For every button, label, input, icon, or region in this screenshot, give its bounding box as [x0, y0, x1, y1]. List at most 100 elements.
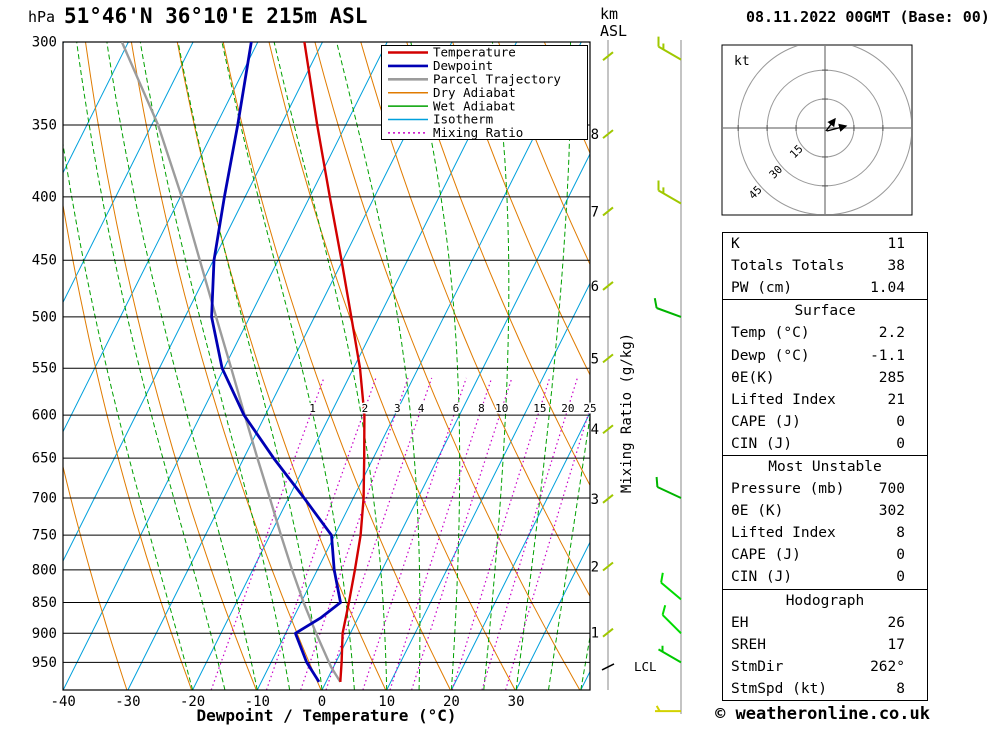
- pressure-tick-label: 700: [32, 491, 57, 507]
- wind-barb: [661, 604, 682, 635]
- stats-label: CIN (J): [731, 569, 793, 586]
- legend-label: Parcel Trajectory: [433, 72, 561, 87]
- pressure-unit-label: hPa: [28, 8, 56, 26]
- km-tick-label: 2: [591, 560, 599, 576]
- wet-adiabat: [76, 42, 226, 690]
- stats-section-header: Most Unstable: [768, 458, 882, 475]
- stats-row: Pressure (mb) 700: [723, 478, 927, 500]
- mixing-ratio-line: [451, 377, 551, 690]
- dry-adiabat: [63, 464, 128, 690]
- isotherm: [192, 42, 518, 690]
- stats-row: CAPE (J) 0: [723, 411, 927, 433]
- km-tick: [602, 627, 614, 638]
- hodograph-unit-label: kt: [734, 54, 750, 69]
- stats-row: CIN (J) 0: [723, 433, 927, 455]
- mixing-ratio-line: [481, 377, 578, 690]
- wind-barb: [655, 705, 681, 713]
- isotherm: [386, 282, 590, 690]
- wet-adiabat: [63, 140, 194, 690]
- isotherm: [63, 42, 259, 433]
- temperature-tick-label: 20: [443, 694, 460, 710]
- legend-label: Wet Adiabat: [433, 98, 516, 113]
- wet-adiabat: [221, 42, 355, 690]
- mixing-ratio-value: 20: [561, 402, 574, 415]
- stats-section-header: Hodograph: [785, 592, 865, 609]
- km-tick-label: 3: [591, 492, 599, 508]
- stats-value: 302: [878, 503, 905, 520]
- km-tick-label: 4: [591, 422, 599, 438]
- km-tick-label: 6: [591, 279, 599, 295]
- pressure-tick-label: 600: [32, 408, 57, 424]
- isotherm: [63, 42, 323, 563]
- stats-row: CAPE (J) 0: [723, 544, 927, 566]
- wind-barb: [653, 298, 682, 318]
- legend-label: Temperature: [433, 45, 516, 60]
- km-tick: [602, 281, 614, 291]
- mixing-ratio-line: [389, 377, 493, 690]
- km-tick: [602, 51, 614, 61]
- stats-row: EH 26: [723, 612, 927, 634]
- parcel-curve: [120, 42, 342, 683]
- km-tick-label: 1: [591, 626, 599, 642]
- stats-row: StmSpd (kt) 8: [723, 678, 927, 700]
- stats-label: SREH: [731, 636, 766, 653]
- wind-barb: [657, 180, 682, 205]
- km-tick: [602, 494, 614, 504]
- stats-label: Dewp (°C): [731, 347, 810, 364]
- stats-label: Totals Totals: [731, 258, 845, 275]
- stats-row: θE(K) 285: [723, 367, 927, 389]
- km-tick: [602, 353, 614, 364]
- stats-label: θE (K): [731, 503, 784, 520]
- stats-label: EH: [731, 614, 749, 631]
- km-tick: [602, 129, 614, 139]
- stats-value: 26: [887, 614, 905, 631]
- dry-adiabat: [452, 42, 590, 376]
- copyright: © weatheronline.co.uk: [715, 704, 930, 724]
- wind-barb: [657, 36, 682, 61]
- km-tick: [602, 424, 614, 435]
- temperature-tick-label: 0: [318, 694, 326, 710]
- mixing-ratio-line: [210, 377, 325, 690]
- km-tick-label: 5: [591, 351, 599, 367]
- wind-barbs: [653, 36, 682, 713]
- stats-label: Lifted Index: [731, 391, 836, 408]
- dewpoint-curve: [210, 42, 342, 683]
- dry-adiabat: [498, 42, 590, 266]
- isotherm: [515, 541, 590, 690]
- dry-adiabat: [130, 42, 322, 690]
- altitude-unit-label: km ASL: [600, 5, 627, 41]
- pressure-tick-label: 950: [32, 655, 57, 671]
- mixing-ratio-value: 15: [533, 402, 546, 415]
- stats-label: Lifted Index: [731, 525, 836, 542]
- legend-label: Mixing Ratio: [433, 125, 523, 140]
- temperature-tick-label: -20: [180, 694, 205, 710]
- stats-value: 262°: [870, 658, 905, 675]
- pressure-tick-label: 300: [32, 35, 57, 51]
- pressure-tick-label: 850: [32, 595, 57, 611]
- stats-row: StmDir 262°: [723, 656, 927, 678]
- stats-row: Dewp (°C) -1.1: [723, 344, 927, 366]
- hodograph-trace: [826, 123, 848, 132]
- temperature-tick-label: -30: [115, 694, 140, 710]
- stats-value: 11: [887, 236, 905, 253]
- stats-value: 17: [887, 636, 905, 653]
- legend-label: Dry Adiabat: [433, 85, 516, 100]
- stats-value: 8: [896, 680, 905, 697]
- stats-value: 0: [896, 569, 905, 586]
- pressure-tick-label: 750: [32, 528, 57, 544]
- mixing-ratio-value: 10: [495, 402, 508, 415]
- pressure-tick-label: 900: [32, 626, 57, 642]
- mixing-ratio-line: [362, 377, 467, 690]
- stats-row: SREH 17: [723, 634, 927, 656]
- isotherm: [63, 42, 388, 690]
- datetime-title: 08.11.2022 00GMT (Base: 00): [746, 8, 990, 26]
- mixing-ratio-value: 25: [583, 402, 596, 415]
- stats-label: CAPE (J): [731, 547, 801, 564]
- station-title: 51°46'N 36°10'E 215m ASL: [64, 4, 368, 28]
- mixing-ratio-line: [411, 377, 513, 690]
- stats-label: PW (cm): [731, 280, 793, 297]
- temperature-tick-label: 30: [508, 694, 525, 710]
- wind-barb: [655, 476, 682, 499]
- mixing-ratio-value: 4: [418, 402, 425, 415]
- stats-value: 38: [887, 258, 905, 275]
